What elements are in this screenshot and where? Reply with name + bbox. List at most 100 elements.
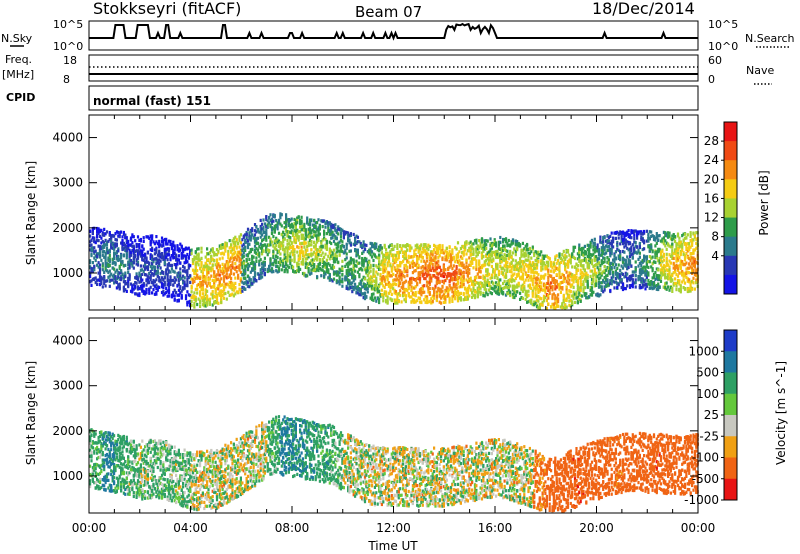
scatter-cell (349, 232, 352, 236)
scatter-cell (215, 299, 219, 303)
scatter-cell (304, 231, 307, 235)
scatter-cell (259, 242, 262, 246)
scatter-cell (290, 223, 293, 227)
scatter-cell (114, 275, 117, 279)
scatter-cell (434, 256, 437, 260)
scatter-cell (324, 225, 327, 229)
scatter-cell (218, 257, 221, 261)
scatter-cell (531, 245, 534, 249)
scatter-cell (136, 278, 140, 282)
scatter-cell (246, 284, 250, 288)
scatter-cell (196, 287, 199, 291)
scatter-cell (231, 266, 234, 270)
scatter-cell (96, 278, 99, 282)
scatter-cell (399, 293, 402, 297)
scatter-cell (131, 244, 134, 248)
scatter-cell (98, 276, 102, 280)
scatter-cell (193, 276, 196, 280)
scatter-cell (217, 292, 220, 296)
scatter-cell (373, 296, 376, 300)
scatter-cell (304, 228, 307, 232)
scatter-cell (113, 234, 116, 238)
scatter-cell (173, 246, 176, 250)
scatter-cell (132, 235, 135, 239)
scatter-cell (149, 269, 152, 273)
scatter-cell (127, 247, 130, 251)
scatter-cell (527, 278, 530, 282)
scatter-cell (111, 242, 114, 246)
scatter-cell (392, 272, 395, 276)
scatter-cell (253, 233, 257, 237)
scatter-cell (213, 295, 216, 299)
scatter-cell (232, 248, 235, 252)
scatter-cell (189, 264, 192, 268)
scatter-cell (339, 244, 343, 249)
scatter-cell (275, 269, 278, 273)
scatter-cell (242, 235, 245, 239)
scatter-cell (138, 250, 141, 254)
scatter-cell (132, 244, 135, 248)
scatter-cell (151, 272, 154, 276)
scatter-cell (97, 252, 100, 256)
scatter-cell (403, 275, 406, 279)
scatter-cell (263, 262, 266, 266)
scatter-cell (307, 233, 310, 237)
scatter-cell (173, 270, 176, 274)
scatter-cell (571, 300, 574, 304)
scatter-cell (318, 262, 321, 266)
scatter-cell (253, 262, 257, 266)
scatter-cell (162, 270, 165, 275)
scatter-cell (342, 251, 345, 255)
scatter-cell (316, 221, 319, 225)
scatter-cell (153, 279, 156, 283)
scatter-cell (261, 262, 264, 266)
scatter-cell (349, 233, 352, 237)
scatter-cell (290, 241, 293, 245)
scatter-cell (160, 276, 164, 280)
scatter-cell (167, 288, 171, 292)
scatter-cell (323, 232, 326, 236)
scatter-cell (347, 236, 350, 241)
scatter-cell (183, 269, 186, 273)
scatter-cell (115, 277, 118, 281)
scatter-cell (270, 240, 274, 244)
scatter-cell (268, 249, 271, 253)
scatter-cell (349, 243, 352, 247)
scatter-cell (183, 261, 186, 265)
scatter-cell (444, 268, 447, 272)
scatter-cell (528, 283, 531, 287)
scatter-cell (337, 270, 340, 274)
scatter-cell (206, 300, 209, 304)
scatter-cell (125, 248, 128, 252)
scatter-cell (327, 223, 330, 227)
scatter-cell (418, 247, 422, 251)
scatter-cell (551, 288, 554, 292)
scatter-cell (241, 273, 244, 277)
scatter-cell (307, 243, 310, 247)
scatter-cell (335, 231, 338, 235)
scatter-cell (320, 247, 323, 252)
scatter-cell (531, 294, 534, 298)
scatter-cell (355, 248, 358, 252)
scatter-cell (239, 241, 242, 245)
scatter-cell (166, 289, 169, 293)
scatter-cell (478, 239, 481, 243)
scatter-cell (187, 266, 190, 270)
scatter-cell (328, 247, 331, 251)
scatter-cell (114, 245, 117, 249)
scatter-cell (245, 232, 248, 236)
scatter-cell (527, 293, 530, 297)
scatter-cell (139, 264, 142, 268)
scatter-cell (297, 262, 300, 266)
scatter-cell (283, 264, 286, 268)
scatter-cell (159, 266, 162, 270)
scatter-cell (149, 278, 152, 282)
scatter-cell (97, 278, 100, 282)
scatter-cell (203, 274, 206, 279)
scatter-cell (138, 271, 141, 275)
scatter-cell (220, 277, 223, 281)
scatter-cell (122, 264, 125, 268)
scatter-cell (146, 281, 149, 285)
scatter-cell (423, 284, 426, 288)
scatter-cell (138, 292, 141, 296)
